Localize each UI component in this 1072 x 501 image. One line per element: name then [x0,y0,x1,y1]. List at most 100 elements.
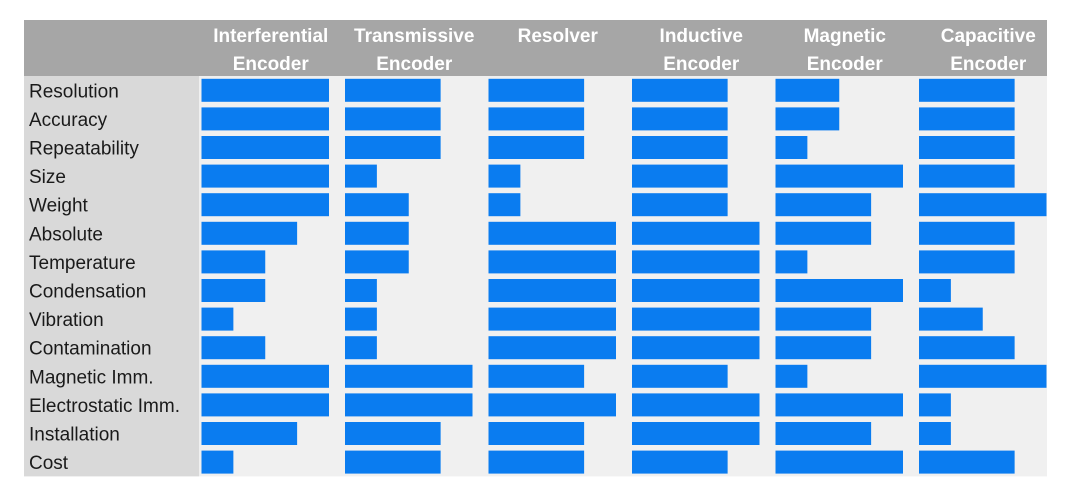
bar [775,336,872,360]
bar [632,364,728,388]
chart-background [24,20,1047,477]
bar [488,164,521,188]
column-header-line: Capacitive [941,26,1036,47]
bar [488,422,585,445]
bar [201,336,266,360]
bar [919,393,951,417]
bar [345,250,409,274]
bar [632,193,728,217]
bar [201,164,329,188]
bar [919,364,1047,388]
bar [345,136,441,159]
bar [488,450,585,474]
row-label: Size [29,167,66,188]
bar [632,221,760,245]
bar [775,164,903,188]
column-header-line: Transmissive [354,26,474,47]
bar [488,364,585,388]
bar [919,221,1015,245]
column-header-line: Interferential [213,26,328,47]
bar [488,307,616,331]
row-label: Weight [29,196,89,217]
bar [201,78,329,102]
row-label: Temperature [29,253,136,274]
bar [632,307,760,331]
bar [201,250,266,274]
bar [632,250,760,274]
bar [775,136,808,159]
column-header-line: Encoder [376,54,453,75]
row-label: Absolute [29,224,103,245]
bar [345,78,441,102]
column-header: Interferential Encoder [213,26,328,75]
row-label: Magnetic Imm. [29,367,154,388]
bar [919,107,1015,131]
bar [919,164,1015,188]
bar [919,78,1015,102]
bar [345,193,409,217]
bar [345,307,377,331]
bar [632,136,728,159]
bar [201,393,329,417]
bar [345,164,377,188]
bar [201,364,329,388]
bar [488,336,616,360]
bar [775,307,872,331]
bar [919,193,1047,217]
bar [775,393,903,417]
bar [345,279,377,302]
bar [919,450,1015,474]
row-label: Contamination [29,339,152,360]
column-header-line: Resolver [518,26,599,47]
row-label: Condensation [29,282,146,303]
bar [775,193,872,217]
bar [201,221,298,245]
bar [632,422,760,445]
row-label: Vibration [29,310,104,331]
bar [345,221,409,245]
plot-background [199,76,1047,477]
bar [632,450,728,474]
bar [345,336,377,360]
bar [632,78,728,102]
column-header-line: Encoder [663,54,740,75]
bar [201,107,329,131]
bar [919,422,951,445]
bar [775,250,808,274]
bar [919,336,1015,360]
column-header: Capacitive Encoder [941,26,1036,75]
bar [775,107,840,131]
column-header: Inductive Encoder [660,26,743,75]
column-header: Resolver [518,26,599,47]
bar [632,107,728,131]
column-headers: Interferential Encoder Transmissive Encoder… [213,26,1036,75]
bar [488,221,616,245]
column-header: Magnetic Encoder [804,26,887,75]
bar [919,307,983,331]
row-label: Electrostatic Imm. [29,396,180,417]
row-label: Resolution [29,81,119,102]
bar [775,422,872,445]
bar [775,221,872,245]
bar [201,307,234,331]
bar [632,164,728,188]
bar [775,279,903,302]
label-column-background [24,76,199,477]
bar [632,336,760,360]
bar [345,450,441,474]
bar [488,393,616,417]
column-header-line: Magnetic [804,26,887,47]
row-label: Installation [29,425,120,446]
bars [201,78,1047,474]
bar [632,279,760,302]
header-band [24,20,1047,76]
bar [488,107,585,131]
bar [345,393,473,417]
bar [345,364,473,388]
bar [488,136,585,159]
bar [345,422,441,445]
bar [919,136,1015,159]
bar [201,422,298,445]
bar [345,107,441,131]
